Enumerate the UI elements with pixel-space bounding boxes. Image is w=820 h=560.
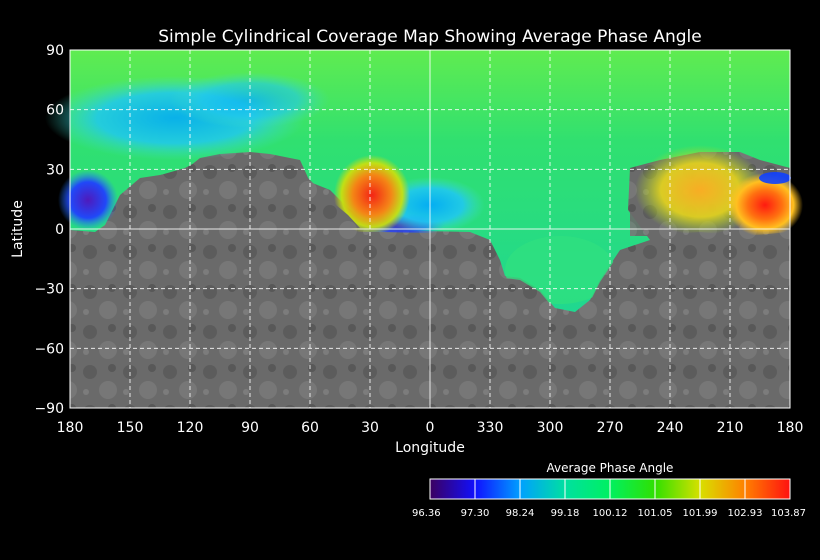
colorbar-label: 100.12 [593, 508, 628, 519]
colorbar-segment [430, 479, 476, 499]
longitude-tick-label: 180 [777, 420, 804, 436]
latitude-tick-label: 30 [46, 162, 64, 178]
x-axis-label: Longitude [395, 440, 465, 456]
coverage-region [334, 155, 410, 235]
colorbar-label: 101.05 [638, 508, 673, 519]
longitude-tick-label: 180 [57, 420, 84, 436]
colorbar-title: Average Phase Angle [547, 461, 674, 475]
coverage-region [505, 236, 615, 304]
longitude-tick-label: 30 [361, 420, 379, 436]
map-plot-area [45, 49, 803, 409]
colorbar-labels: 96.36 97.30 98.24 99.18 100.12 101.05 101.99 10… [412, 508, 806, 519]
uncovered-terrain [630, 200, 790, 236]
latitude-tick-label: −60 [34, 341, 64, 357]
colorbar-label: 103.87 [771, 508, 806, 519]
colorbar-label: 101.99 [683, 508, 718, 519]
colorbar-segment [565, 479, 611, 499]
latitude-tick-label: 0 [55, 222, 64, 238]
coverage-region [58, 170, 118, 230]
colorbar-label: 97.30 [461, 508, 490, 519]
latitude-tick-label: 60 [46, 103, 64, 119]
y-axis-label: Latitude [10, 200, 26, 258]
phase-angle-colorbar: Average Phase Angle 96.36 97.30 98.24 99.18… [412, 461, 806, 519]
colorbar-frame [429, 478, 791, 500]
longitude-tick-label: 210 [717, 420, 744, 436]
colorbar-segments [430, 479, 791, 499]
coordinate-grid [70, 50, 790, 408]
longitude-tick-label: 150 [117, 420, 144, 436]
latitude-tick-label: 90 [46, 43, 64, 59]
longitude-tick-label: 330 [477, 420, 504, 436]
longitude-tick-label: 300 [537, 420, 564, 436]
coverage-region [727, 173, 803, 237]
colorbar-segment [700, 479, 746, 499]
colorbar-label: 98.24 [506, 508, 535, 519]
longitude-tick-label: 240 [657, 420, 684, 436]
latitude-tick-label: −30 [34, 282, 64, 298]
longitude-tick-label: 90 [241, 420, 259, 436]
longitude-tick-labels: 180 150 120 90 60 30 0 330 300 270 240 210 180 [57, 420, 804, 436]
colorbar-segment [655, 479, 701, 499]
latitude-tick-label: −90 [34, 401, 64, 417]
colorbar-segment [745, 479, 791, 499]
colorbar-segment [520, 479, 566, 499]
plot-frame [69, 49, 791, 409]
longitude-tick-label: 270 [597, 420, 624, 436]
colorbar-label: 96.36 [412, 508, 441, 519]
colorbar-segment [475, 479, 521, 499]
longitude-tick-label: 120 [177, 420, 204, 436]
latitude-tick-labels: 90 60 30 0 −30 −60 −90 [34, 43, 64, 417]
uncovered-terrain [105, 154, 360, 232]
map-title: Simple Cylindrical Coverage Map Showing … [158, 27, 701, 47]
longitude-tick-label: 0 [426, 420, 435, 436]
coverage-region [759, 172, 791, 184]
longitude-tick-label: 60 [301, 420, 319, 436]
colorbar-segment [610, 479, 656, 499]
colorbar-label: 99.18 [551, 508, 580, 519]
colorbar-label: 102.93 [728, 508, 763, 519]
